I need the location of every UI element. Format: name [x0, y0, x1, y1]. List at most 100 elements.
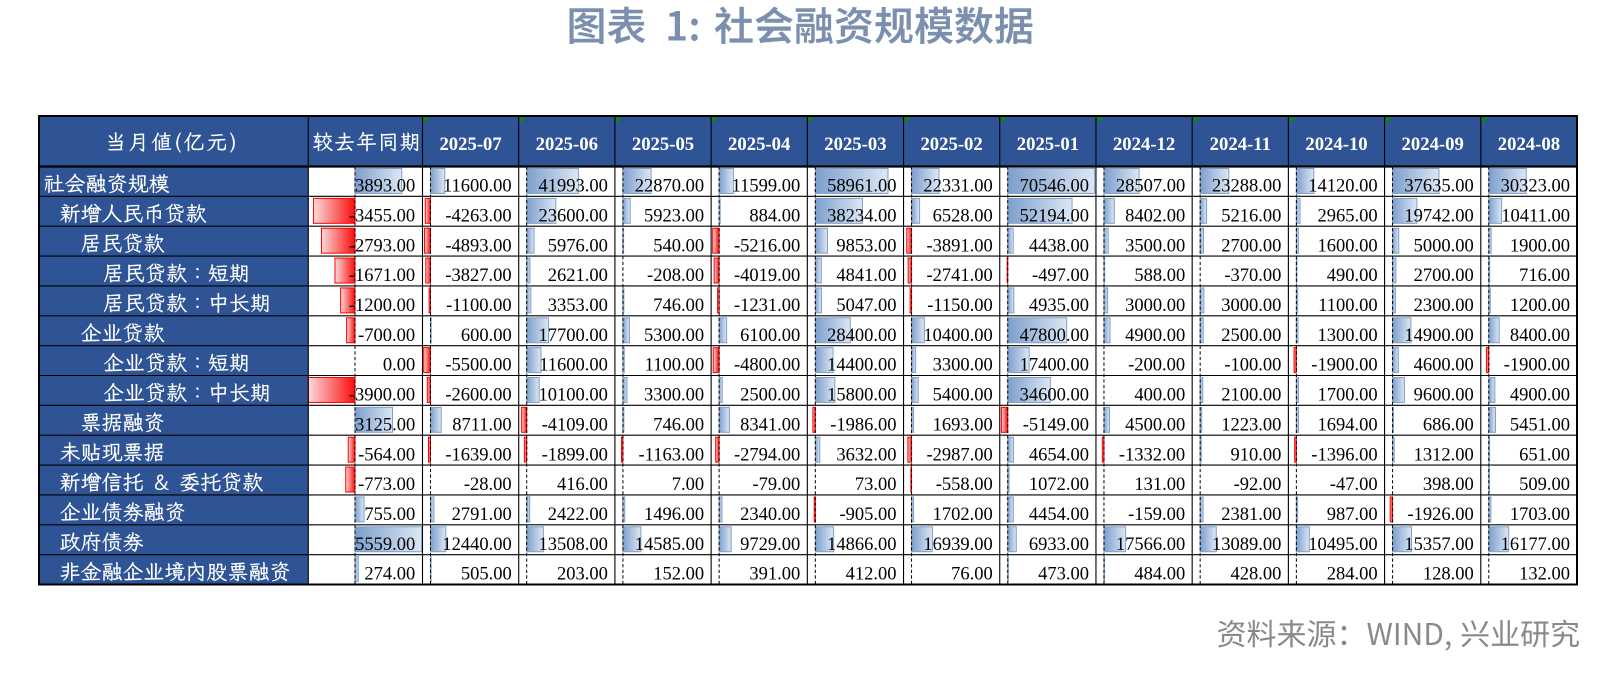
svg-text:38234.00: 38234.00 [827, 207, 896, 227]
svg-text:1496.00: 1496.00 [644, 505, 704, 525]
svg-text:5000.00: 5000.00 [1414, 236, 1474, 256]
svg-text:2300.00: 2300.00 [1414, 296, 1474, 316]
svg-text:-1231.00: -1231.00 [734, 296, 800, 316]
svg-text:11600.00: 11600.00 [443, 177, 512, 197]
svg-text:400.00: 400.00 [1134, 386, 1185, 406]
svg-text:-1900.00: -1900.00 [1311, 356, 1377, 376]
svg-text:746.00: 746.00 [653, 296, 704, 316]
svg-text:-47.00: -47.00 [1330, 475, 1378, 495]
svg-text:4900.00: 4900.00 [1125, 326, 1185, 346]
svg-text:-1671.00: -1671.00 [349, 266, 415, 286]
svg-text:2025-07: 2025-07 [439, 134, 501, 155]
svg-text:5047.00: 5047.00 [836, 296, 896, 316]
svg-text:41993.00: 41993.00 [539, 177, 608, 197]
svg-text:1693.00: 1693.00 [933, 416, 993, 436]
svg-text:416.00: 416.00 [557, 475, 608, 495]
svg-text:-4019.00: -4019.00 [734, 266, 800, 286]
svg-text:2500.00: 2500.00 [1221, 326, 1281, 346]
svg-text:-4263.00: -4263.00 [445, 207, 511, 227]
svg-text:14585.00: 14585.00 [635, 535, 704, 555]
svg-text:22870.00: 22870.00 [635, 177, 704, 197]
svg-text:-5216.00: -5216.00 [734, 236, 800, 256]
svg-text:2025-02: 2025-02 [920, 134, 982, 155]
svg-text:484.00: 484.00 [1134, 565, 1185, 585]
svg-text:2024-10: 2024-10 [1305, 134, 1367, 155]
svg-text:-3891.00: -3891.00 [927, 236, 993, 256]
svg-text:-1332.00: -1332.00 [1119, 445, 1185, 465]
svg-text:16939.00: 16939.00 [923, 535, 992, 555]
svg-text:2791.00: 2791.00 [452, 505, 512, 525]
svg-text:-5149.00: -5149.00 [1023, 416, 1089, 436]
svg-text:2025-04: 2025-04 [728, 134, 790, 155]
svg-text:1702.00: 1702.00 [933, 505, 993, 525]
svg-text:910.00: 910.00 [1231, 445, 1282, 465]
svg-text:2500.00: 2500.00 [740, 386, 800, 406]
svg-text:-2600.00: -2600.00 [445, 386, 511, 406]
svg-text:203.00: 203.00 [557, 565, 608, 585]
svg-text:490.00: 490.00 [1327, 266, 1378, 286]
svg-text:284.00: 284.00 [1327, 565, 1378, 585]
svg-text:-497.00: -497.00 [1032, 266, 1089, 286]
svg-text:-905.00: -905.00 [839, 505, 896, 525]
svg-text:28507.00: 28507.00 [1116, 177, 1185, 197]
svg-text:128.00: 128.00 [1423, 565, 1474, 585]
svg-text:2025-06: 2025-06 [536, 134, 598, 155]
svg-text:1223.00: 1223.00 [1221, 416, 1281, 436]
svg-text:-92.00: -92.00 [1234, 475, 1282, 495]
svg-text:0.00: 0.00 [383, 356, 415, 376]
svg-text:-200.00: -200.00 [1128, 356, 1185, 376]
svg-text:52194.00: 52194.00 [1020, 207, 1089, 227]
svg-text:132.00: 132.00 [1519, 565, 1570, 585]
svg-text:30323.00: 30323.00 [1501, 177, 1570, 197]
svg-text:15800.00: 15800.00 [827, 386, 896, 406]
svg-text:14866.00: 14866.00 [827, 535, 896, 555]
svg-text:3632.00: 3632.00 [836, 445, 896, 465]
svg-text:-1639.00: -1639.00 [445, 445, 511, 465]
svg-text:7.00: 7.00 [672, 475, 704, 495]
svg-text:3300.00: 3300.00 [644, 386, 704, 406]
svg-text:19742.00: 19742.00 [1404, 207, 1473, 227]
svg-text:-5500.00: -5500.00 [445, 356, 511, 376]
svg-text:22331.00: 22331.00 [923, 177, 992, 197]
svg-text:540.00: 540.00 [653, 236, 704, 256]
svg-text:9600.00: 9600.00 [1414, 386, 1474, 406]
svg-text:-700.00: -700.00 [358, 326, 415, 346]
svg-text:-558.00: -558.00 [936, 475, 993, 495]
svg-text:2621.00: 2621.00 [548, 266, 608, 286]
svg-text:1300.00: 1300.00 [1317, 326, 1377, 346]
svg-text:47800.00: 47800.00 [1020, 326, 1089, 346]
svg-text:4454.00: 4454.00 [1029, 505, 1089, 525]
svg-text:13508.00: 13508.00 [539, 535, 608, 555]
svg-text:-3455.00: -3455.00 [349, 207, 415, 227]
svg-text:428.00: 428.00 [1231, 565, 1282, 585]
svg-text:8402.00: 8402.00 [1125, 207, 1185, 227]
svg-text:-3900.00: -3900.00 [349, 386, 415, 406]
svg-text:28400.00: 28400.00 [827, 326, 896, 346]
svg-text:884.00: 884.00 [749, 207, 800, 227]
svg-text:5216.00: 5216.00 [1221, 207, 1281, 227]
svg-text:9853.00: 9853.00 [836, 236, 896, 256]
svg-text:9729.00: 9729.00 [740, 535, 800, 555]
svg-text:412.00: 412.00 [846, 565, 897, 585]
svg-text:5400.00: 5400.00 [933, 386, 993, 406]
svg-text:10400.00: 10400.00 [923, 326, 992, 346]
svg-text:5451.00: 5451.00 [1510, 416, 1570, 436]
svg-text:-2794.00: -2794.00 [734, 445, 800, 465]
svg-text:-28.00: -28.00 [464, 475, 512, 495]
svg-text:-100.00: -100.00 [1224, 356, 1281, 376]
svg-text:987.00: 987.00 [1327, 505, 1378, 525]
svg-text:509.00: 509.00 [1519, 475, 1570, 495]
svg-text:1900.00: 1900.00 [1510, 236, 1570, 256]
svg-text:23600.00: 23600.00 [539, 207, 608, 227]
svg-text:-1100.00: -1100.00 [446, 296, 512, 316]
svg-text:-370.00: -370.00 [1224, 266, 1281, 286]
svg-text:588.00: 588.00 [1134, 266, 1185, 286]
svg-text:1700.00: 1700.00 [1317, 386, 1377, 406]
svg-text:8341.00: 8341.00 [740, 416, 800, 436]
svg-text:10100.00: 10100.00 [539, 386, 608, 406]
svg-text:152.00: 152.00 [653, 565, 704, 585]
svg-text:-1899.00: -1899.00 [542, 445, 608, 465]
svg-text:2700.00: 2700.00 [1414, 266, 1474, 286]
svg-text:755.00: 755.00 [364, 505, 415, 525]
svg-text:4654.00: 4654.00 [1029, 445, 1089, 465]
